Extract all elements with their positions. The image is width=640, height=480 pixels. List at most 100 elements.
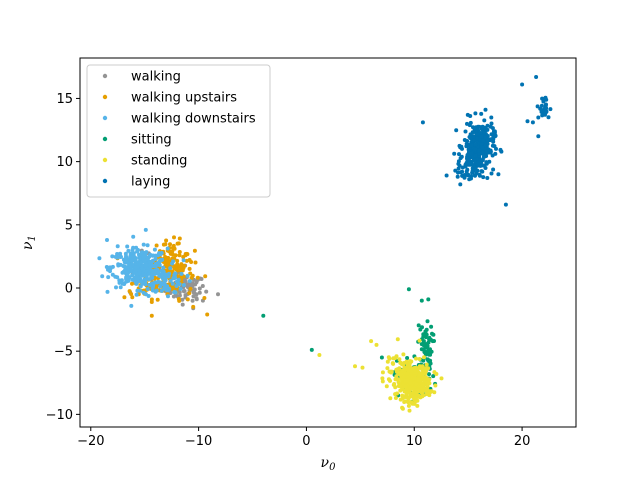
data-point [380,376,385,381]
data-point [544,102,548,107]
data-point [427,393,432,398]
data-point [188,286,193,291]
data-point [493,134,498,139]
data-point [399,372,404,377]
data-point [401,395,406,400]
data-point [154,243,159,248]
data-point [172,235,176,240]
data-point [171,284,176,289]
data-point [481,175,486,180]
data-point [156,269,161,274]
data-point [177,250,182,254]
data-point [425,387,429,392]
data-point [379,355,384,360]
legend-label: walking downstairs [131,112,256,127]
legend-item: walking downstairs [102,112,256,127]
data-point [158,274,163,279]
data-point [416,393,421,398]
data-point [490,126,495,131]
data-point [148,252,153,257]
data-point [455,174,460,179]
data-point [141,242,146,247]
data-point [146,271,151,276]
data-point [105,238,109,242]
data-point [463,162,468,167]
data-point [414,382,419,387]
data-point [142,277,147,282]
data-point [411,393,416,398]
data-point [412,376,417,381]
data-point [130,262,135,267]
data-point [397,366,402,371]
x-tick-label: 20 [514,434,531,449]
data-point [168,242,172,247]
data-point [157,263,162,268]
data-point [456,161,461,166]
data-point [444,173,449,178]
data-point [393,377,398,382]
data-point [135,278,140,282]
legend-item: laying [102,175,170,190]
data-point [135,288,140,293]
data-point [147,268,152,273]
data-point [190,284,195,288]
data-point [469,151,474,156]
data-point [416,323,421,328]
data-point [434,372,439,376]
data-point [480,157,485,162]
legend-marker [102,157,108,163]
data-point [472,158,477,163]
data-point [424,380,429,385]
y-axis-label: ν1 [20,235,38,250]
data-point [489,137,494,142]
data-point [465,121,469,126]
data-point [396,380,401,384]
legend-items: walking walking upstairs walking downstair… [102,70,256,190]
data-point [143,282,148,287]
data-point [466,172,471,177]
data-point [177,293,182,298]
data-point [420,372,425,376]
data-point [535,104,540,109]
data-point [159,281,164,286]
data-point [391,361,396,366]
data-point [181,266,186,270]
legend-item: sitting [102,133,172,148]
data-point [143,263,148,268]
data-point [422,350,427,355]
data-point [536,115,541,120]
data-point [493,151,498,156]
data-point [431,332,436,337]
legend-label: standing [131,154,187,169]
data-point [168,266,173,271]
data-point [177,264,182,269]
legend-item: walking [102,70,181,85]
data-point [400,368,405,373]
data-point [425,344,430,348]
data-point [142,257,147,262]
data-point [195,275,200,280]
data-point [460,169,465,174]
legend-label: laying [131,175,170,190]
data-point [380,370,385,375]
data-point [415,403,420,408]
data-point [485,127,490,132]
data-point [152,247,157,252]
data-point [477,148,481,153]
data-point [110,254,115,259]
data-point [491,129,496,134]
data-point [407,363,412,368]
data-point [464,169,469,174]
data-point [491,167,496,172]
data-point [179,271,184,276]
data-point [108,269,112,274]
legend-marker [102,73,108,79]
data-point [174,267,179,272]
data-point [433,383,438,388]
data-point [408,386,413,391]
data-point [543,112,547,117]
data-point [479,142,484,147]
series-laying [420,75,553,207]
data-point [130,295,135,300]
data-point [525,119,530,124]
